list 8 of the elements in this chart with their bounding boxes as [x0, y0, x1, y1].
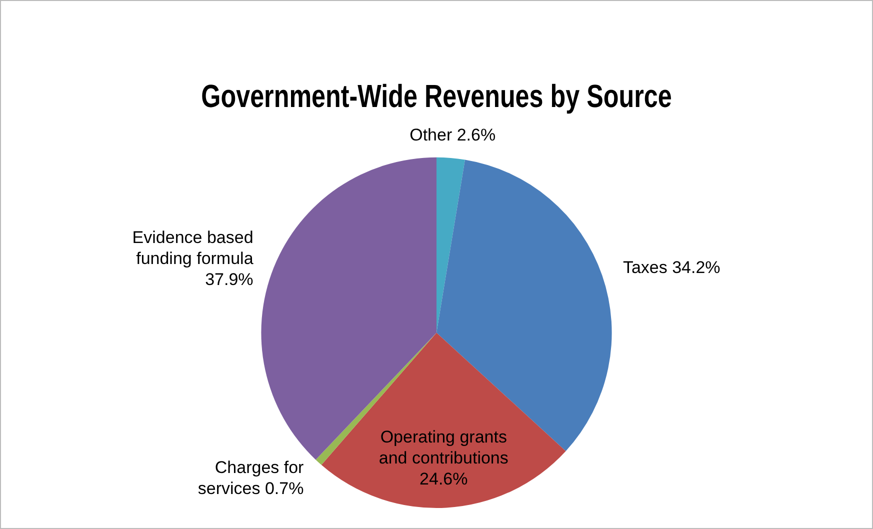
slice-label: Other 2.6% [410, 126, 496, 145]
data-label: 37.9% [205, 270, 254, 290]
slice-label: Taxes 34.2% [622, 258, 720, 277]
slice-label: Evidence based funding formula [132, 228, 254, 268]
chart-title: Government-Wide Revenues by Source [201, 79, 672, 115]
data-label: 24.6% [420, 469, 468, 488]
slice-label: Operating grants and contributions [378, 427, 508, 468]
slice-label: Charges for services 0.7% [198, 458, 304, 498]
